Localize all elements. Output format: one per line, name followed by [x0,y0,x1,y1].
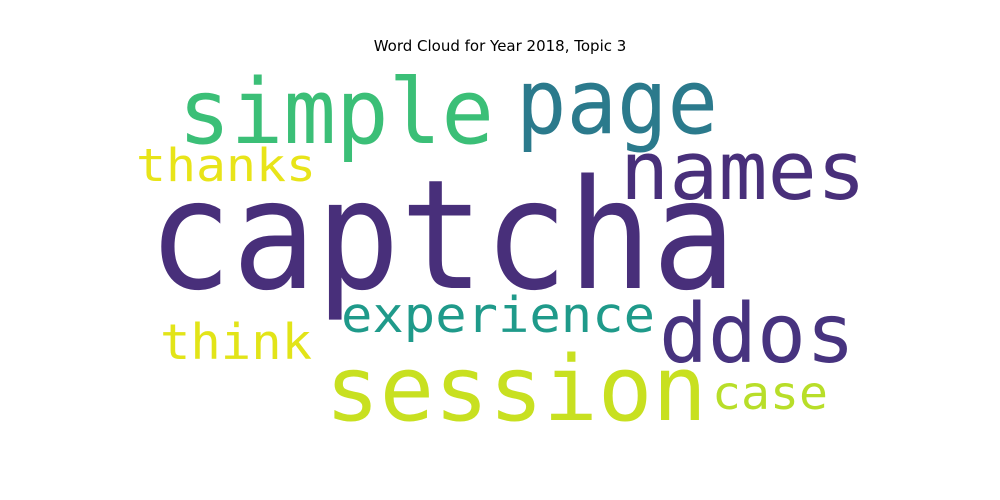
word-names: names [620,125,866,219]
word-simple: simple [178,60,494,165]
chart-title: Word Cloud for Year 2018, Topic 3 [373,37,627,55]
word-page: page [516,50,718,155]
word-case: case [712,366,828,420]
word-ddos: ddos [659,287,855,382]
word-session: session [325,337,707,442]
word-thanks: thanks [136,139,316,192]
word-experience: experience [341,287,655,344]
word-captcha: captcha [148,147,736,324]
word-think: think [160,314,312,371]
